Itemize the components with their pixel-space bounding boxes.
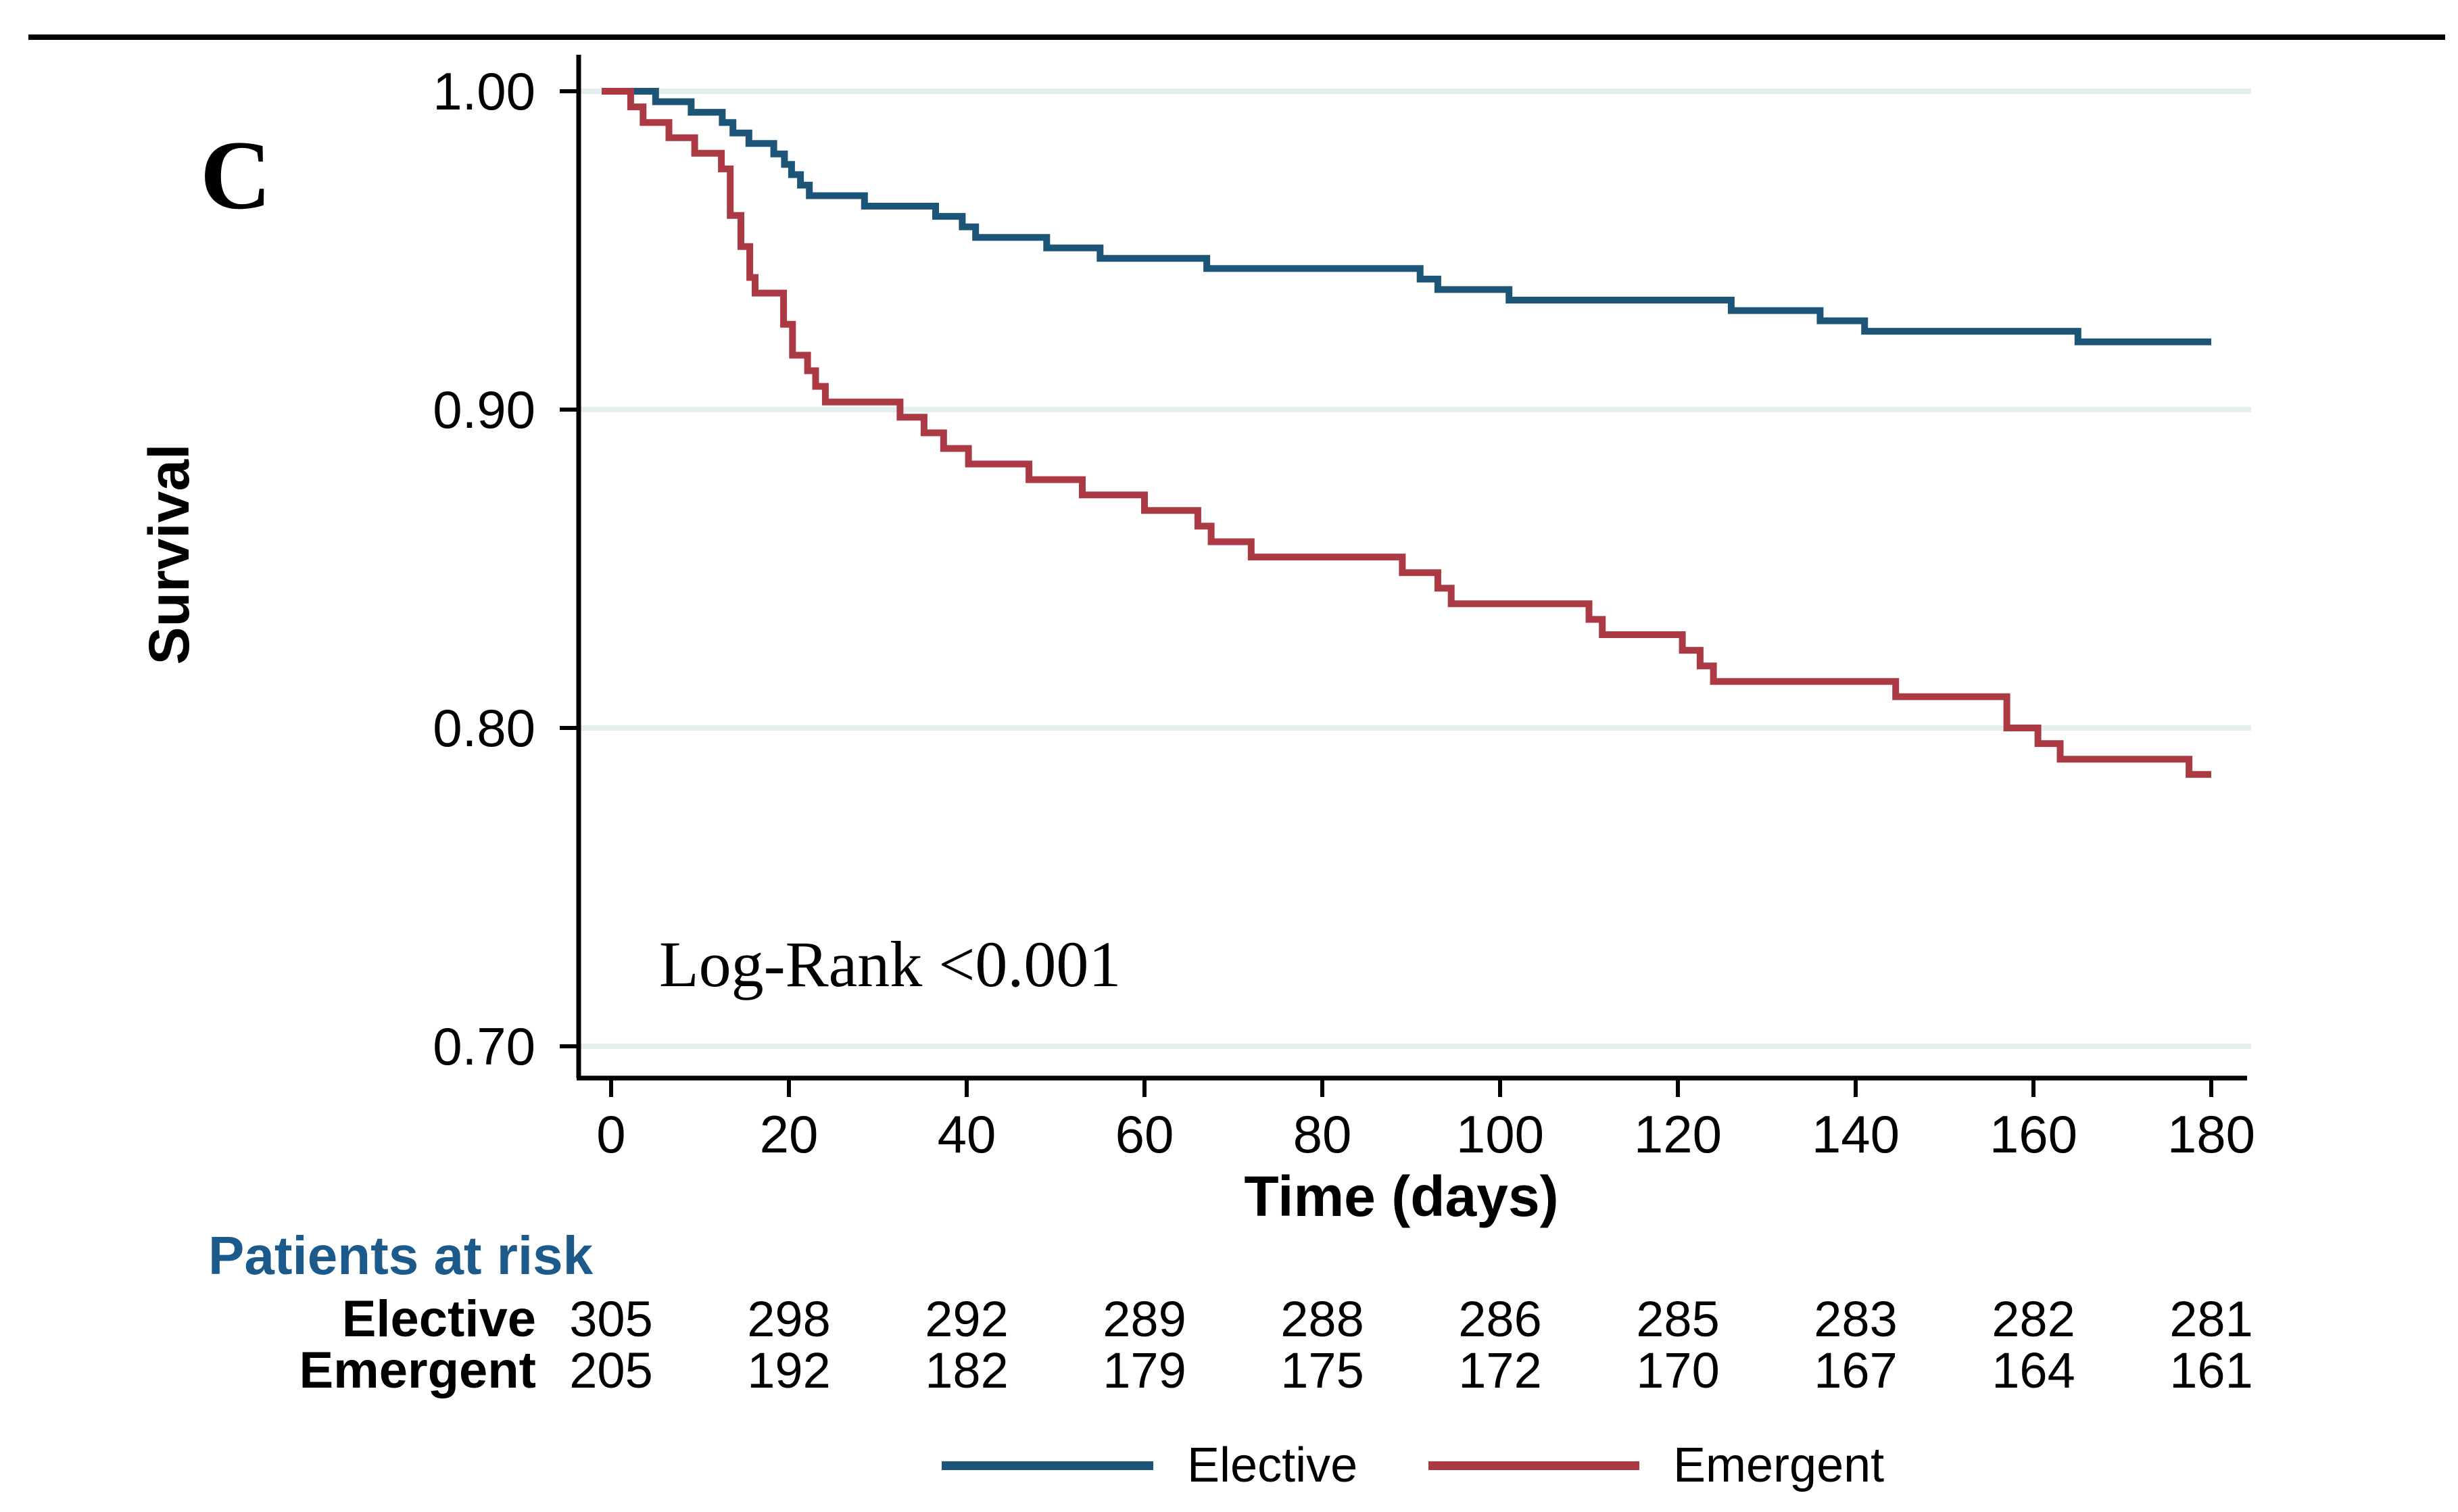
x-tick-label-140: 140 [1811,1104,1900,1164]
x-tick-label-160: 160 [1989,1104,2078,1164]
x-tick-label-100: 100 [1455,1104,1545,1164]
curve-elective [602,88,2211,345]
risk-value-elective-t0: 305 [569,1291,653,1347]
x-tick-label-120: 120 [1633,1104,1722,1164]
risk-value-emergent-t160: 164 [1992,1342,2075,1398]
legend-label-elective: Elective [1187,1438,1358,1492]
risk-value-emergent-t120: 170 [1636,1342,1720,1398]
risk-value-emergent-t100: 172 [1458,1342,1542,1398]
y-tick-label-0.80: 0.80 [433,698,535,758]
patients-at-risk-heading: Patients at risk [208,1225,594,1286]
risk-value-elective-t40: 292 [925,1291,1009,1347]
y-tick-label-0.90: 0.90 [433,380,535,439]
risk-value-emergent-t180: 161 [2169,1342,2253,1398]
panel-label: C [200,120,272,230]
x-tick-label-0: 0 [596,1104,626,1164]
top-divider-rule [28,34,2445,40]
risk-value-elective-t100: 286 [1458,1291,1542,1347]
risk-value-emergent-t140: 167 [1814,1342,1898,1398]
legend-label-emergent: Emergent [1673,1438,1885,1492]
legend-swatch-emergent [1428,1461,1639,1470]
curve-emergent [602,88,2211,778]
risk-value-emergent-t20: 192 [747,1342,831,1398]
risk-value-elective-t140: 283 [1814,1291,1898,1347]
risk-value-elective-t160: 282 [1992,1291,2075,1347]
risk-value-emergent-t80: 175 [1280,1342,1364,1398]
risk-value-emergent-t60: 179 [1103,1342,1186,1398]
risk-value-emergent-t0: 205 [569,1342,653,1398]
x-axis-title: Time (days) [1244,1165,1559,1228]
legend-swatch-elective [942,1461,1153,1470]
risk-value-elective-t180: 281 [2169,1291,2253,1347]
risk-value-emergent-t40: 182 [925,1342,1009,1398]
risk-row-label-elective: Elective [341,1290,536,1348]
y-axis-title: Survival [137,443,201,665]
x-tick-label-20: 20 [759,1104,819,1164]
x-tick-label-60: 60 [1115,1104,1174,1164]
risk-value-elective-t80: 288 [1280,1291,1364,1347]
y-tick-label-1.00: 1.00 [433,62,535,121]
x-tick-label-80: 80 [1293,1104,1352,1164]
risk-value-elective-t120: 285 [1636,1291,1720,1347]
risk-value-elective-t20: 298 [747,1291,831,1347]
risk-row-label-emergent: Emergent [299,1342,536,1399]
x-tick-label-180: 180 [2167,1104,2256,1164]
x-tick-label-40: 40 [937,1104,996,1164]
y-tick-label-0.70: 0.70 [433,1017,535,1076]
risk-value-elective-t60: 289 [1103,1291,1186,1347]
log-rank-annotation: Log-Rank <0.001 [659,928,1122,1000]
